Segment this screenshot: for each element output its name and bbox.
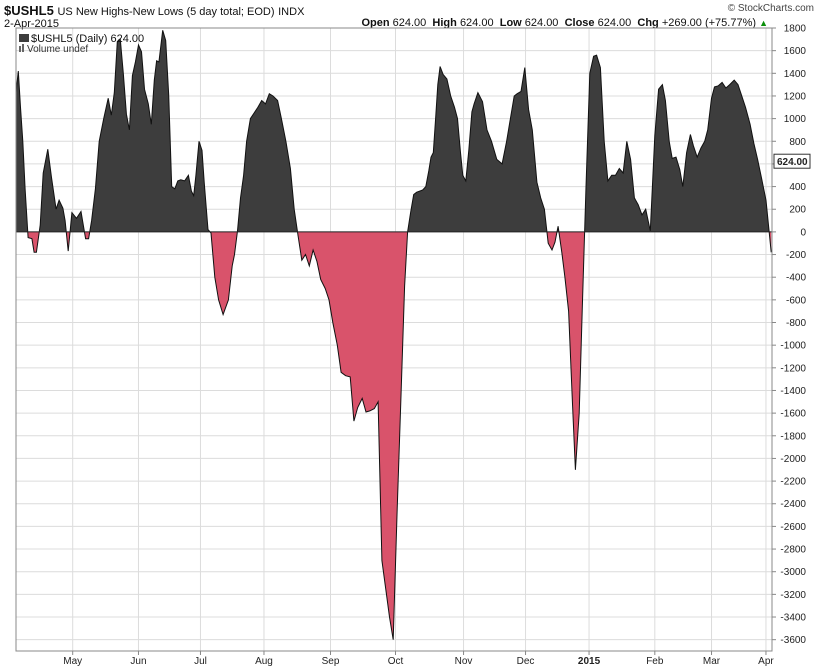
positive-area — [89, 30, 210, 232]
exchange-label: INDX — [278, 6, 305, 18]
volume-bars-icon — [19, 46, 21, 52]
open-label: Open — [361, 17, 390, 29]
positive-area — [407, 66, 547, 232]
high-value: 624.00 — [459, 17, 494, 29]
last-value-tag: 624.00 — [773, 153, 811, 169]
negative-area — [27, 231, 40, 253]
x-tick-label: Aug — [255, 656, 273, 667]
x-tick-label: Apr — [758, 656, 774, 667]
y-tick-label: -3200 — [780, 590, 806, 601]
x-tick-label: Nov — [455, 656, 473, 667]
series-areas — [16, 30, 772, 640]
x-tick-label: Jun — [130, 656, 146, 667]
y-axis: 180016001400120010008006004002000-200-40… — [772, 24, 807, 646]
chart-date: 2-Apr-2015 — [4, 18, 60, 30]
chg-up-arrow-icon: ▲ — [759, 18, 768, 28]
y-tick-label: 1400 — [784, 69, 807, 80]
ohlc-bar: Open 624.00 High 624.00 Low 624.00 Close… — [361, 17, 768, 29]
y-tick-label: -1200 — [780, 363, 806, 374]
y-tick-label: -3600 — [780, 635, 806, 646]
y-tick-label: 1200 — [784, 91, 807, 102]
x-tick-label: Dec — [517, 656, 535, 667]
close-value: 624.00 — [597, 17, 632, 29]
x-axis: May Jun Jul Aug Sep Oct Nov Dec 2015 Feb Mar Apr — [63, 651, 774, 667]
volume-bars-icon-b — [22, 44, 24, 52]
negative-area — [210, 231, 238, 315]
y-tick-label: -2800 — [780, 545, 806, 556]
low-label: Low — [499, 17, 522, 29]
y-tick-label: -3400 — [780, 613, 806, 624]
negative-area — [297, 231, 408, 640]
x-tick-label: Sep — [322, 656, 340, 667]
symbol-description: US New Highs-New Lows (5 day total; EOD) — [57, 6, 275, 18]
high-label: High — [432, 17, 457, 29]
symbol-name: $USHL5 — [4, 3, 54, 18]
y-tick-label: 800 — [789, 137, 806, 148]
close-label: Close — [564, 17, 595, 29]
legend-series-label: $USHL5 (Daily) 624.00 — [31, 33, 144, 45]
series-line — [15, 30, 772, 640]
positive-area — [237, 93, 298, 232]
y-tick-label: 0 — [800, 227, 806, 238]
negative-area — [558, 231, 585, 470]
x-tick-label: 2015 — [578, 656, 601, 667]
chg-label: Chg — [637, 17, 659, 29]
positive-area — [584, 55, 770, 232]
y-tick-label: 1000 — [784, 114, 807, 125]
x-tick-label: Mar — [703, 656, 721, 667]
y-tick-label: -600 — [786, 295, 806, 306]
x-tick-label: Feb — [646, 656, 664, 667]
last-value-text: 624.00 — [777, 157, 808, 168]
positive-area — [16, 71, 28, 232]
y-tick-label: 1800 — [784, 24, 807, 35]
y-tick-label: -2400 — [780, 499, 806, 510]
y-tick-label: 400 — [789, 182, 806, 193]
positive-area — [39, 149, 67, 232]
y-tick-label: 1600 — [784, 46, 807, 57]
series-swatch-icon — [19, 34, 29, 42]
y-tick-label: -3000 — [780, 567, 806, 578]
series-line-path — [15, 30, 772, 640]
last-value-box — [773, 153, 811, 169]
y-tick-label: -400 — [786, 273, 806, 284]
y-tick-label: -2200 — [780, 477, 806, 488]
x-tick-label: May — [63, 656, 82, 667]
y-tick-label: -1800 — [780, 431, 806, 442]
y-tick-label: -800 — [786, 318, 806, 329]
y-tick-label: -200 — [786, 250, 806, 261]
y-tick-label: -2000 — [780, 454, 806, 465]
x-tick-label: Oct — [388, 656, 404, 667]
symbol-title: $USHL5 US New Highs-New Lows (5 day tota… — [4, 3, 304, 18]
y-tick-label: -2600 — [780, 522, 806, 533]
x-tick-label: Jul — [194, 656, 207, 667]
open-value: 624.00 — [392, 17, 427, 29]
y-tick-label: -1600 — [780, 409, 806, 420]
low-value: 624.00 — [524, 17, 559, 29]
chart-legend: $USHL5 (Daily) 624.00 Volume undef — [19, 33, 144, 55]
plot-frame — [15, 27, 773, 652]
y-tick-label: -1000 — [780, 341, 806, 352]
legend-volume-label: Volume undef — [27, 44, 88, 55]
y-tick-label: 200 — [789, 205, 806, 216]
chg-value: +269.00 (+75.77%) — [661, 17, 757, 29]
copyright-label: © StockCharts.com — [727, 3, 814, 14]
positive-area — [70, 211, 85, 232]
y-tick-label: -1400 — [780, 386, 806, 397]
